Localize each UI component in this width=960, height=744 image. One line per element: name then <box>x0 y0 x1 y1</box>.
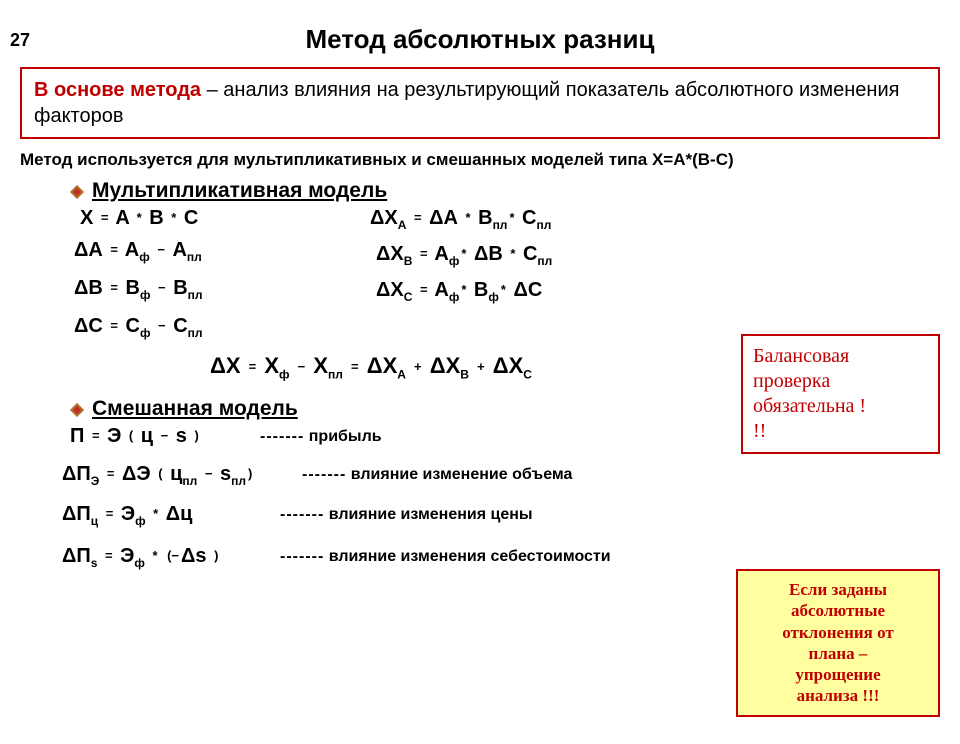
formula-p2: ΔПЭ = ΔЭ ( цпл − sпл) <box>62 463 254 488</box>
intro-highlight: В основе метода <box>34 79 201 101</box>
sidebox-balance: Балансовая проверка обязательна ! !! <box>741 334 940 454</box>
formula-dB: ΔB = Bф − Bпл <box>74 277 203 302</box>
formula-dXA: ΔXA = ΔA * Bпл* Cпл <box>370 207 551 232</box>
p1-dashes: ------- прибыль <box>260 428 382 446</box>
sidebox-simplify: Если заданы абсолютные отклонения от пла… <box>736 569 940 717</box>
formula-sum: ΔX = Xф − Xпл = ΔXA + ΔXB + ΔXC <box>210 353 532 381</box>
sidebox2-l2: абсолютные <box>748 600 928 621</box>
formula-dXC: ΔXC = Aф* Bф* ΔC <box>376 279 542 304</box>
p3-dashes: ------- влияние изменения цены <box>280 506 533 524</box>
sidebox2-l3: отклонения от <box>748 622 928 643</box>
formula-X: X = A * B * C <box>80 207 198 230</box>
page-title: Метод абсолютных разниц <box>0 24 960 55</box>
sidebox1-l1: Балансовая <box>753 344 928 369</box>
bullet-icon <box>70 403 84 417</box>
section-mult-label: Мультипликативная модель <box>92 179 387 202</box>
formula-dC: ΔC = Cф − Cпл <box>74 315 203 340</box>
sidebox2-l4: плана – <box>748 643 928 664</box>
intro-box: В основе метода – анализ влияния на резу… <box>20 67 940 139</box>
section-mixed-label: Смешанная модель <box>92 397 298 420</box>
formula-dXB: ΔXB = Aф* ΔB * Cпл <box>376 243 552 268</box>
page-number: 27 <box>10 30 30 51</box>
sidebox1-l3: обязательна ! <box>753 394 928 419</box>
sidebox1-l2: проверка <box>753 369 928 394</box>
formula-p1: П = Э ( ц − s ) <box>70 425 201 448</box>
sidebox2-l5: упрощение <box>748 664 928 685</box>
p2-dashes: ------- влияние изменение объема <box>302 466 572 484</box>
sidebox2-l6: анализа !!! <box>748 685 928 706</box>
sidebox2-l1: Если заданы <box>748 579 928 600</box>
sidebox1-l4: !! <box>753 419 928 444</box>
formula-dA: ΔA = Aф − Aпл <box>74 239 202 264</box>
formula-p4: ΔПs = Эф * (−Δs ) <box>62 545 220 570</box>
section-multiplicative: Мультипликативная модель <box>70 179 960 203</box>
p4-dashes: ------- влияние изменения себестоимости <box>280 548 611 566</box>
usage-text: Метод используется для мультипликативных… <box>20 149 940 171</box>
bullet-icon <box>70 185 84 199</box>
formula-p3: ΔПц = Эф * Δц <box>62 503 192 528</box>
